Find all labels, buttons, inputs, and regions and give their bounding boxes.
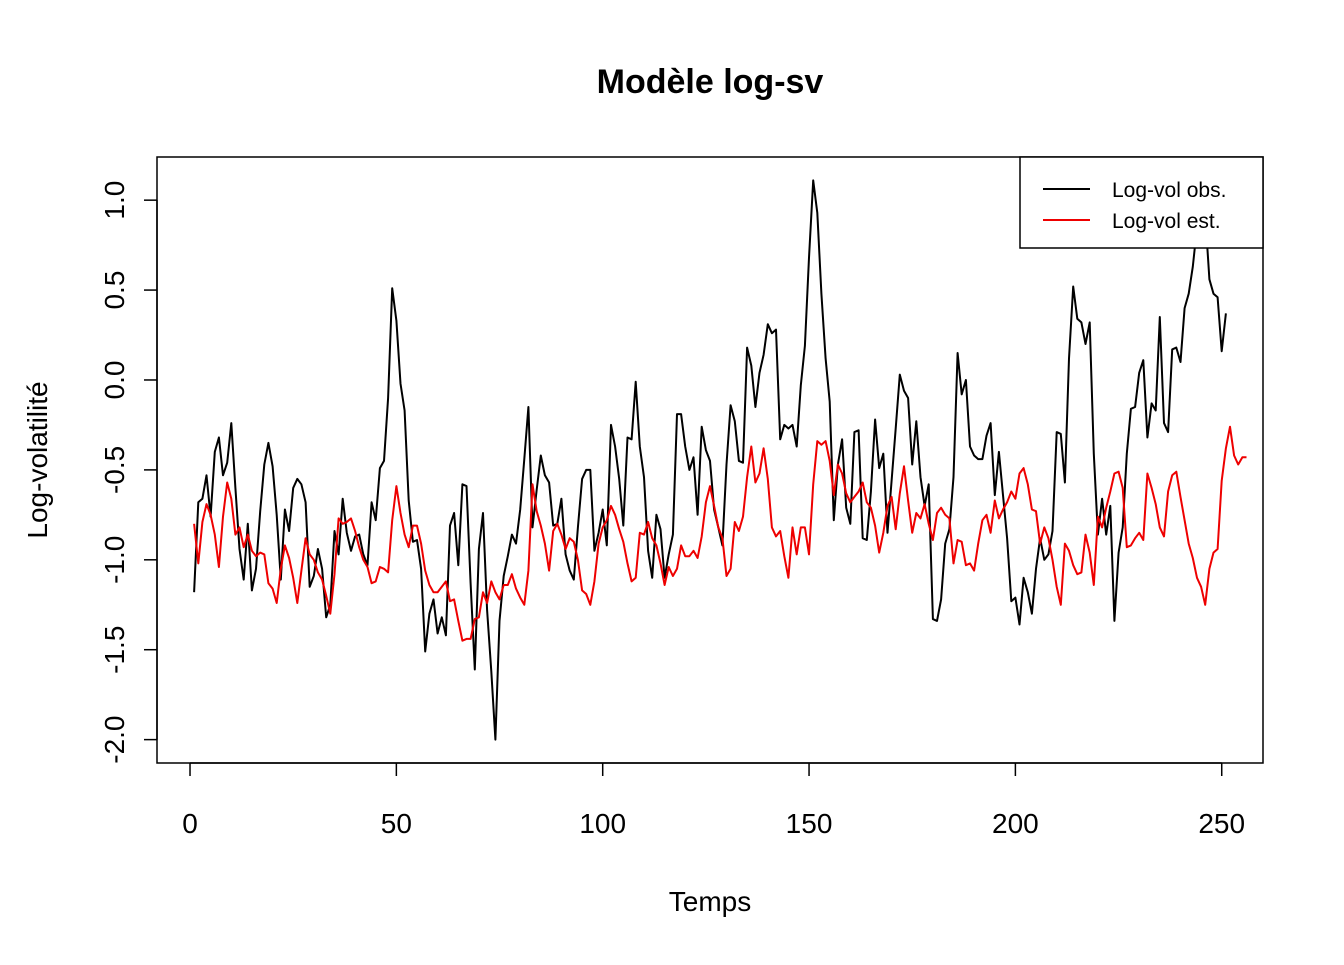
y-tick-label: -0.5 — [99, 446, 130, 494]
legend-label-est: Log-vol est. — [1112, 210, 1221, 233]
legend-box — [1019, 156, 1264, 249]
y-tick-label: -2.0 — [99, 715, 130, 763]
y-axis-label: Log-volatilité — [22, 381, 53, 538]
x-tick-label: 150 — [786, 808, 833, 839]
y-tick-label: 1.0 — [99, 181, 130, 220]
series-line-obs — [193, 179, 1227, 741]
y-tick-label: -1.0 — [99, 536, 130, 584]
x-tick-label: 50 — [381, 808, 412, 839]
y-tick-label: 0.5 — [99, 271, 130, 310]
legend-label-obs: Log-vol obs. — [1112, 179, 1226, 202]
y-axis: -2.0 -1.5 -1.0 -0.5 0.0 0.5 1.0 — [99, 181, 158, 764]
y-tick-label: -1.5 — [99, 626, 130, 674]
x-tick-label: 100 — [579, 808, 626, 839]
series-line-est — [193, 425, 1247, 642]
legend: Log-vol obs. Log-vol est. — [1019, 156, 1264, 249]
series-layer — [193, 179, 1247, 741]
x-axis-label: Temps — [669, 886, 751, 917]
x-tick-label: 200 — [992, 808, 1039, 839]
x-tick-label: 250 — [1198, 808, 1245, 839]
chart-title: Modèle log-sv — [597, 63, 824, 101]
y-tick-label: 0.0 — [99, 361, 130, 400]
x-axis: 0 50 100 150 200 250 — [182, 762, 1245, 839]
x-tick-label: 0 — [182, 808, 198, 839]
